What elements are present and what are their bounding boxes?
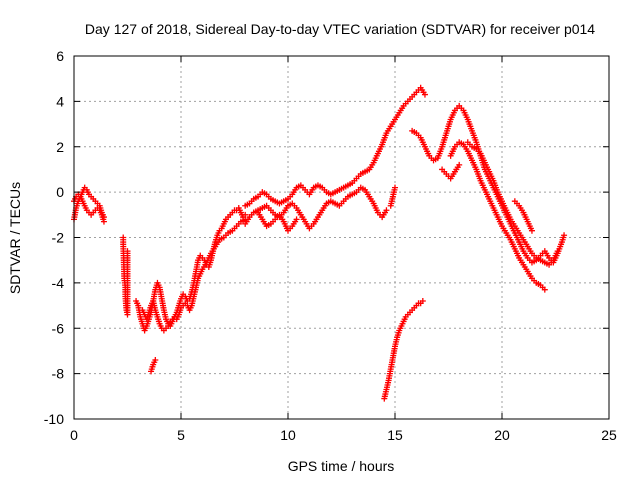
y-tick-label: 2 (56, 139, 64, 155)
data-point (419, 298, 426, 305)
x-axis-label: GPS time / hours (288, 458, 395, 474)
series-arc-6 (148, 357, 159, 375)
x-tick-label: 0 (70, 427, 78, 443)
series-arc-5 (139, 216, 249, 334)
data-point (421, 91, 428, 98)
data-point (554, 248, 561, 255)
x-tick-label: 10 (280, 427, 296, 443)
series-arc-9 (255, 209, 300, 234)
x-tick-label: 20 (494, 427, 510, 443)
series-arc-7 (242, 84, 428, 209)
y-tick-label: -6 (52, 320, 65, 336)
series-arc-14 (464, 139, 561, 268)
data-points (71, 84, 568, 402)
y-axis-label: SDTVAR / TECUs (7, 182, 23, 294)
data-point (124, 248, 131, 255)
series-arc-13 (447, 139, 548, 293)
data-point (383, 207, 390, 214)
y-tick-label: 6 (56, 48, 64, 64)
data-point (392, 184, 398, 191)
series-arc-3 (120, 234, 131, 318)
data-point (561, 232, 568, 239)
data-point (456, 161, 463, 168)
data-point (100, 218, 107, 225)
series-arc-11 (387, 184, 398, 209)
y-tick-label: -2 (52, 230, 65, 246)
axis-ticks: 0 5 10 15 20 25 -10 -8 -6 -4 -2 0 2 4 6 (44, 48, 617, 443)
x-tick-label: 15 (387, 427, 403, 443)
data-point (528, 227, 535, 234)
series-arc-12 (409, 102, 568, 266)
x-tick-label: 25 (601, 427, 617, 443)
y-tick-label: 4 (56, 93, 64, 109)
data-point (541, 286, 548, 293)
y-tick-label: 0 (56, 184, 64, 200)
series-arc-15 (439, 161, 463, 182)
series-arc-10 (381, 298, 426, 402)
data-point (293, 216, 300, 223)
y-tick-label: -10 (44, 411, 64, 427)
chart-title: Day 127 of 2018, Sidereal Day-to-day VTE… (85, 21, 595, 37)
data-point (152, 357, 159, 364)
series-arc-16 (511, 198, 535, 234)
y-tick-label: -8 (52, 366, 65, 382)
y-tick-label: -4 (52, 275, 65, 291)
x-tick-label: 5 (177, 427, 185, 443)
